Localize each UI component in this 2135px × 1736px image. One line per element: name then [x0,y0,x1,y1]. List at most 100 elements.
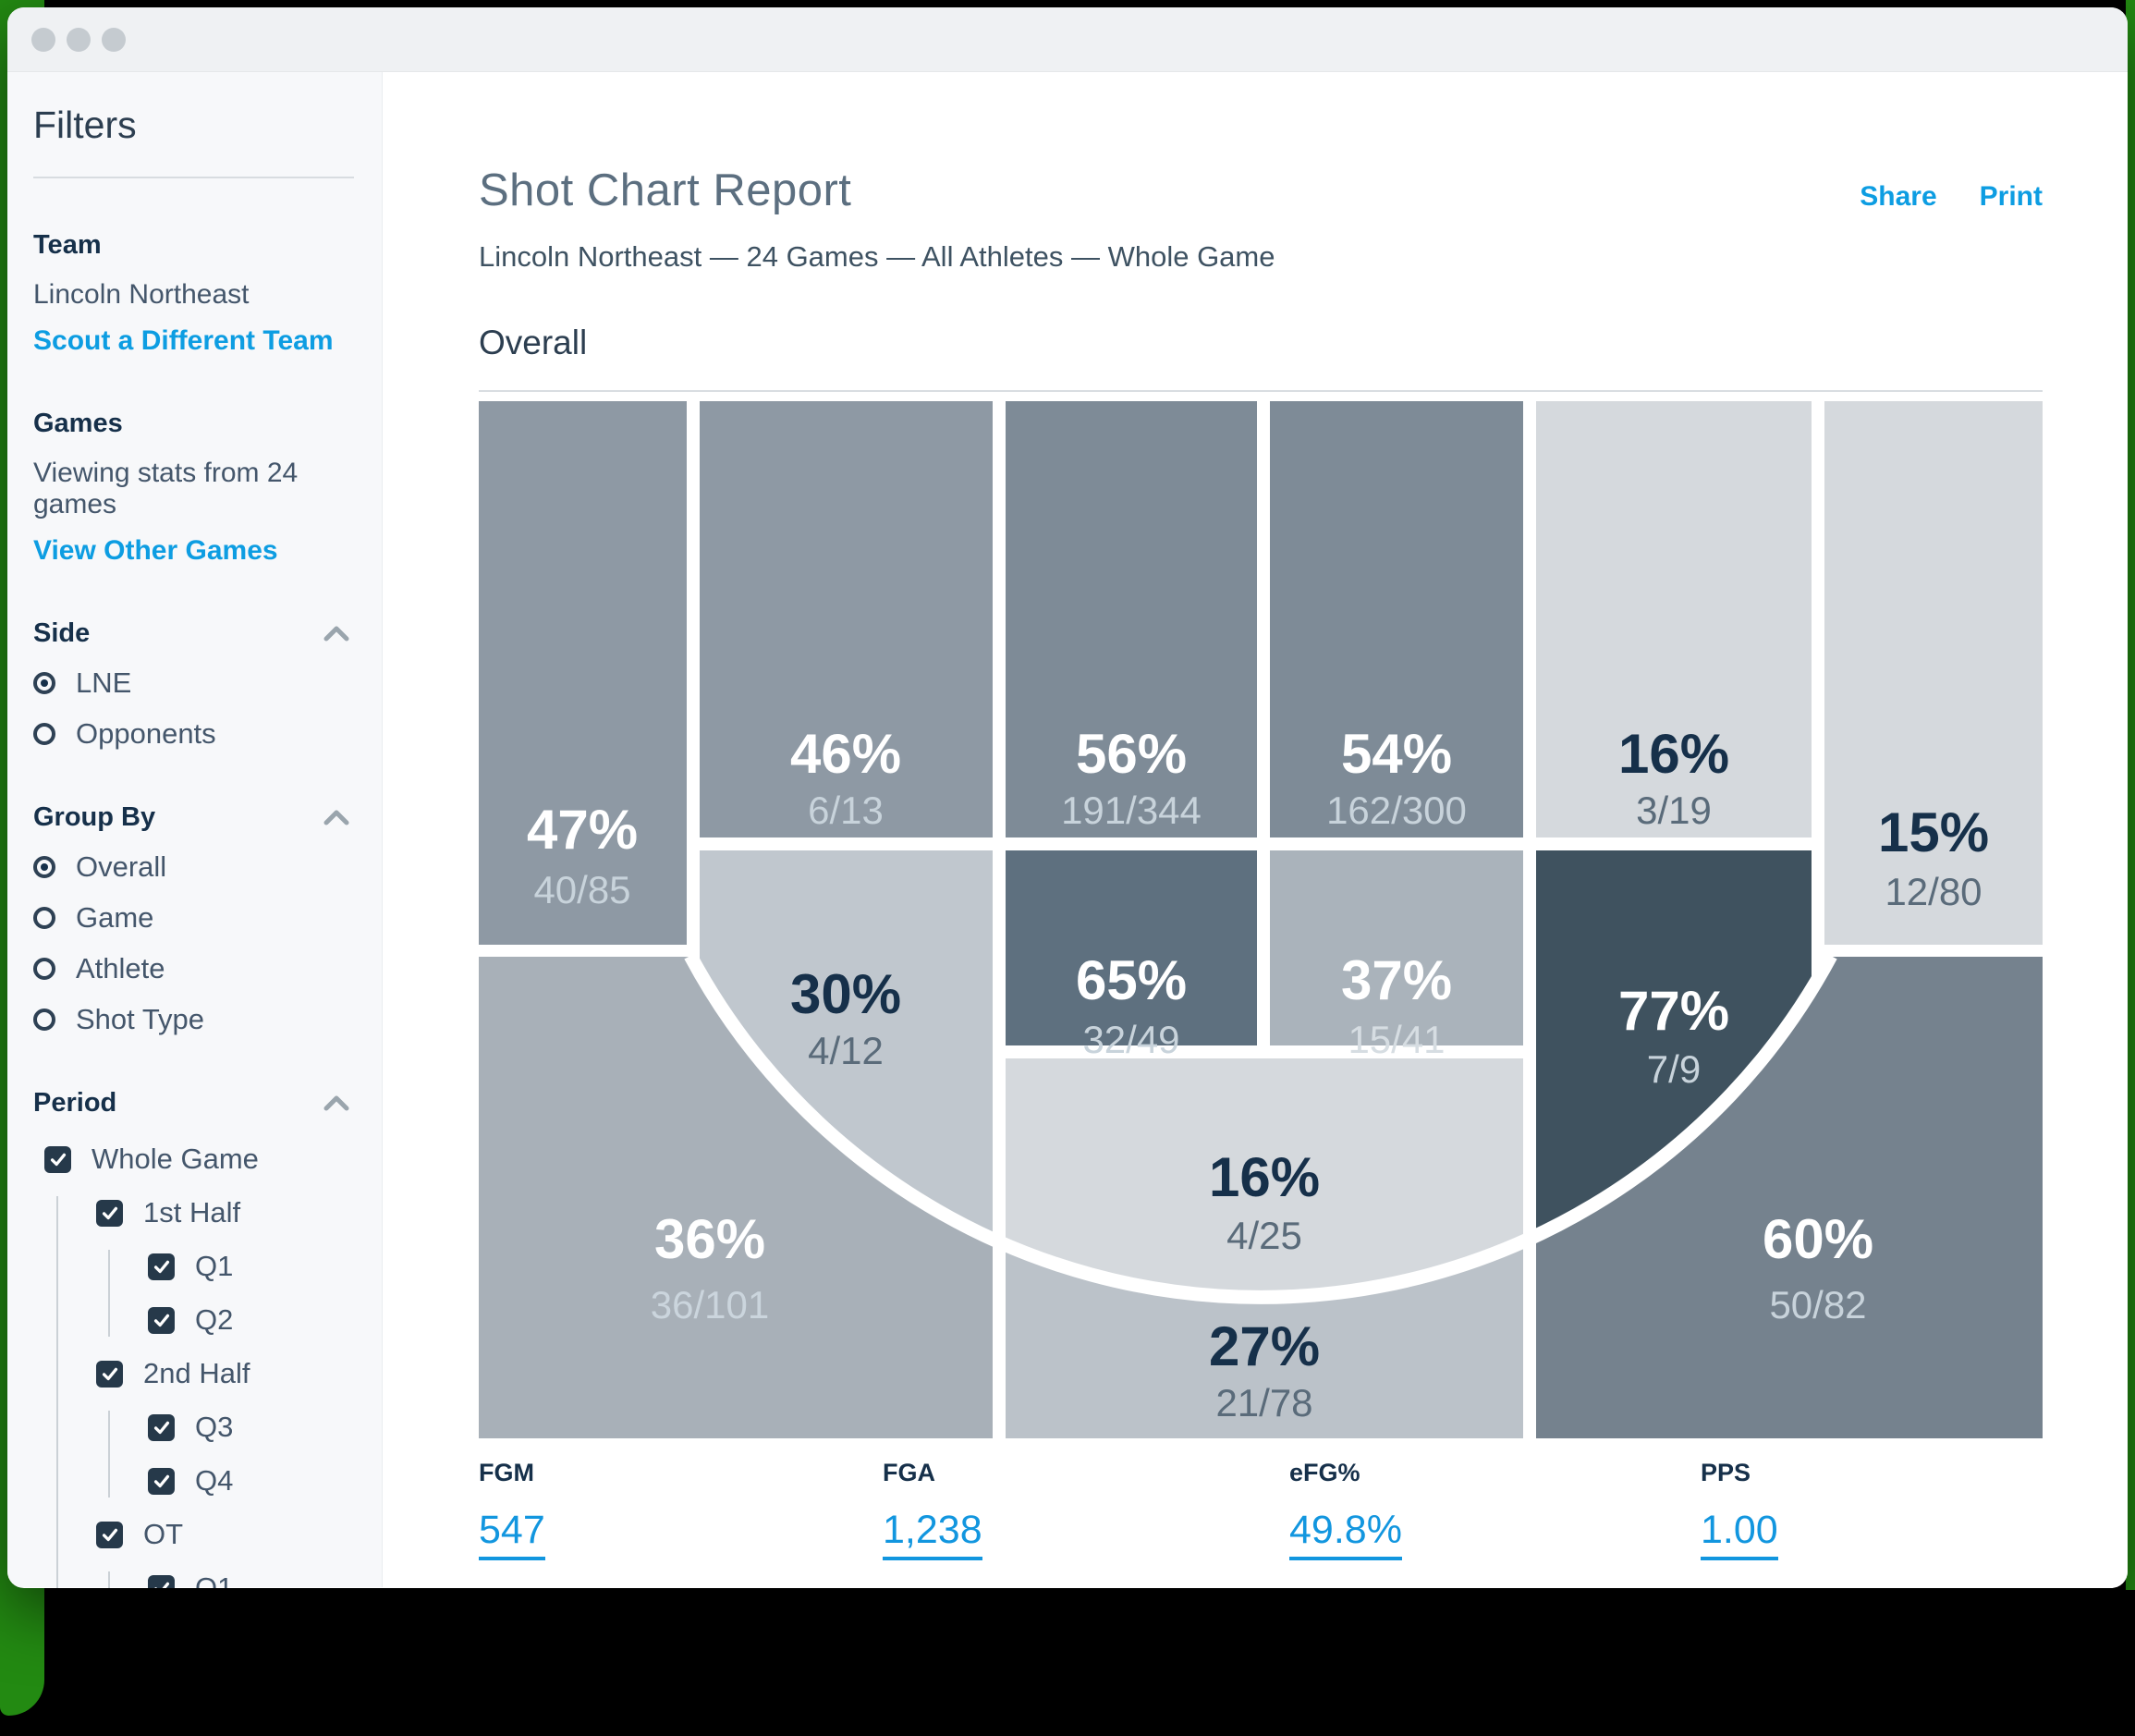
radio-label: Shot Type [76,1003,205,1035]
zone-shape[interactable] [479,401,687,945]
zone-made-attempts: 32/49 [1082,1018,1179,1061]
zone-percentage: 60% [1763,1208,1873,1270]
checkbox-checked[interactable] [148,1306,175,1334]
zone-paint-right-2[interactable]: 37% 15/41 [1270,850,1523,1061]
window-control-dot[interactable] [102,27,126,52]
zone-shape[interactable] [1824,401,2043,945]
zone-shape[interactable] [1536,850,1812,1235]
radio-option-game[interactable]: Game [33,901,354,935]
zone-left-baseline-2[interactable]: 46%6/13 [700,401,993,837]
checkbox-option-q3[interactable]: Q3 [148,1411,354,1444]
radio-option-lne[interactable]: LNE [33,666,354,700]
zone-percentage: 47% [527,799,638,861]
radio-option-opponents[interactable]: Opponents [33,717,354,751]
zone-shape[interactable] [1006,1058,1523,1298]
zone-right-corner-3[interactable]: 15% 12/80 [1824,401,2043,945]
checkbox-checked[interactable] [148,1253,175,1280]
zone-rim-right[interactable]: 54%162/300 [1270,401,1523,837]
stat-value-link[interactable]: 547 [479,1508,545,1560]
zone-made-attempts: 191/344 [1061,789,1202,832]
checkbox-option-q4[interactable]: Q4 [148,1464,354,1498]
divider [33,177,354,178]
zone-right-wing-3[interactable]: 60% 50/82 [1536,957,2043,1438]
radio-button[interactable] [33,958,55,980]
checkbox-option-q2[interactable]: Q2 [148,1303,354,1337]
summary-stats-row: FGM 547 FGA 1,238 eFG% 49.8% PPS 1.00 [479,1459,2043,1560]
checkbox-option-ot[interactable]: OT [96,1518,354,1551]
zone-percentage: 27% [1209,1315,1320,1377]
radio-button[interactable] [33,672,55,694]
checkbox-option-2nd-half[interactable]: 2nd Half [96,1357,354,1390]
zone-shape[interactable] [1536,957,2043,1438]
checkbox-checked[interactable] [96,1199,123,1227]
zone-percentage: 54% [1341,723,1452,785]
window-control-dot[interactable] [67,27,91,52]
zone-shape[interactable] [700,850,993,1239]
zone-shape[interactable] [1270,850,1523,1045]
checkbox-checked[interactable] [96,1521,123,1548]
checkbox-option-q1[interactable]: Q1 [148,1250,354,1283]
zone-left-elbow-2[interactable]: 30%4/12 [700,850,993,1239]
zone-percentage: 15% [1878,801,1989,863]
zone-shape[interactable] [1006,850,1257,1045]
checkbox-checked[interactable] [148,1413,175,1441]
radio-button[interactable] [33,1009,55,1031]
checkbox-label: O1 [195,1571,234,1588]
games-status: Viewing stats from 24 games [33,458,299,520]
checkbox-option-whole-game[interactable]: Whole Game [44,1143,354,1176]
checkbox-label: Q2 [195,1303,234,1336]
checkbox-subtree: Q3 Q4 [108,1411,354,1498]
window-titlebar [7,7,2128,72]
zone-made-attempts: 4/25 [1226,1214,1302,1257]
zone-rim-left[interactable]: 56%191/344 [1006,401,1257,837]
checkbox-checked[interactable] [96,1360,123,1388]
checkbox-checked[interactable] [148,1467,175,1495]
zone-left-wing-3[interactable]: 36% 36/101 [479,957,993,1438]
side-radio-group: LNE Opponents [33,666,354,751]
section-heading: Overall [479,324,588,361]
zone-percentage: 37% [1341,949,1452,1011]
radio-button[interactable] [33,856,55,878]
zone-shape[interactable] [1270,401,1523,837]
checkbox-label: 1st Half [143,1196,241,1229]
chevron-up-icon[interactable] [323,809,350,826]
zone-right-baseline-2[interactable]: 16%3/19 [1536,401,1812,837]
stat-value-link[interactable]: 1,238 [883,1508,982,1560]
zone-shape[interactable] [700,401,993,837]
share-button[interactable]: Share [1860,181,1937,212]
zone-top-key-2[interactable]: 16% 4/25 [1006,1058,1523,1298]
checkbox-option-o1[interactable]: O1 [148,1571,354,1588]
radio-option-shot-type[interactable]: Shot Type [33,1003,354,1036]
radio-button[interactable] [33,723,55,745]
window-control-dot[interactable] [31,27,55,52]
zone-made-attempts: 4/12 [808,1029,884,1072]
radio-option-overall[interactable]: Overall [33,850,354,884]
zone-right-elbow-2[interactable]: 77%7/9 [1536,850,1812,1235]
checkbox-checked[interactable] [148,1574,175,1588]
print-button[interactable]: Print [1979,181,2043,212]
stat-value-link[interactable]: 1.00 [1701,1508,1778,1560]
zone-paint-left-2[interactable]: 65% 32/49 [1006,850,1257,1061]
report-actions: Share Print [1860,181,2043,213]
stat-value-link[interactable]: 49.8% [1289,1508,1402,1560]
checkbox-checked[interactable] [44,1145,71,1173]
stat-label: FGA [883,1459,935,1486]
section-period: Period Whole Game 1st Half Q1 Q2 2nd Half Q3 Q… [33,1088,354,1588]
period-header: Period [33,1088,117,1118]
stat-label: FGM [479,1459,534,1486]
radio-button[interactable] [33,907,55,929]
view-other-games-link[interactable]: View Other Games [33,535,278,566]
chevron-up-icon[interactable] [323,625,350,642]
zone-percentage: 56% [1076,723,1187,785]
chevron-up-icon[interactable] [323,1094,350,1112]
group-by-header: Group By [33,802,156,832]
radio-option-athlete[interactable]: Athlete [33,952,354,985]
zone-shape[interactable] [1006,401,1257,837]
zone-shape[interactable] [479,957,993,1438]
zone-shape[interactable] [1536,401,1812,837]
checkbox-subtree: O1O2 [108,1571,354,1588]
checkbox-option-1st-half[interactable]: 1st Half [96,1196,354,1229]
scout-different-team-link[interactable]: Scout a Different Team [33,325,334,356]
zone-left-corner-3[interactable]: 47% 40/85 [479,401,687,945]
report-subtitle: Lincoln Northeast — 24 Games — All Athle… [479,240,1275,273]
